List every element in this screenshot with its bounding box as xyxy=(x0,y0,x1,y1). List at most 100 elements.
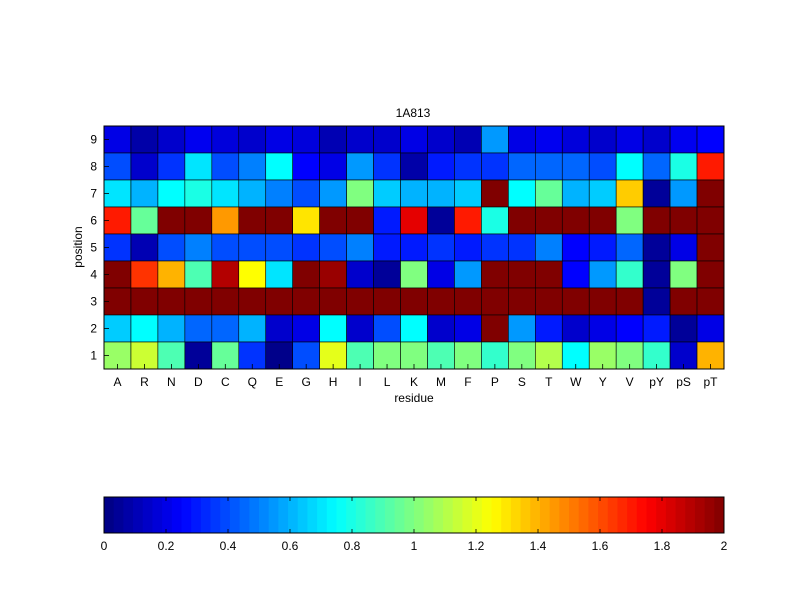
heatmap-cell xyxy=(481,152,509,181)
heatmap-cell xyxy=(265,179,293,208)
heatmap-cell xyxy=(265,125,293,154)
colorbar-step xyxy=(433,497,444,533)
heatmap-cell xyxy=(292,260,320,289)
colorbar-step xyxy=(317,497,328,533)
y-tick-label: 4 xyxy=(90,268,97,282)
heatmap-cell xyxy=(481,314,509,343)
colorbar-tick-label: 0.6 xyxy=(282,539,299,553)
heatmap-cell xyxy=(157,152,186,181)
colorbar-step xyxy=(384,497,396,533)
colorbar-step xyxy=(278,497,289,533)
heatmap-cell xyxy=(238,314,267,343)
colorbar-step xyxy=(665,497,676,533)
heatmap-cell xyxy=(427,152,455,181)
heatmap-cell xyxy=(292,152,320,181)
x-tick-label: N xyxy=(167,375,176,389)
heatmap-cell xyxy=(534,179,563,208)
heatmap-cell xyxy=(588,206,617,235)
heatmap-cell xyxy=(373,314,401,343)
x-tick-label: M xyxy=(436,375,446,389)
heatmap-cell xyxy=(454,206,482,235)
x-tick-label: K xyxy=(410,375,418,389)
heatmap-cell xyxy=(642,179,671,208)
heatmap-cell xyxy=(696,287,725,316)
colorbar-step xyxy=(714,497,725,533)
colorbar-step xyxy=(617,497,628,533)
colorbar-step xyxy=(539,497,551,533)
heatmap-cell xyxy=(454,233,482,262)
heatmap-cell xyxy=(561,152,590,181)
heatmap-cell xyxy=(508,179,536,208)
colorbar-step xyxy=(307,497,318,533)
heatmap-cell xyxy=(319,233,347,262)
colorbar-step xyxy=(259,497,270,533)
heatmap-cell xyxy=(400,287,428,316)
heatmap-cell xyxy=(265,206,293,235)
x-tick-label: T xyxy=(545,375,553,389)
heatmap-cell xyxy=(157,179,186,208)
colorbar-step xyxy=(365,497,376,533)
heatmap-cell xyxy=(534,206,563,235)
colorbar-step xyxy=(646,497,657,533)
colorbar-tick-label: 0.4 xyxy=(220,539,237,553)
heatmap-cell xyxy=(319,152,347,181)
colorbar-step xyxy=(297,497,308,533)
y-tick-label: 6 xyxy=(90,214,97,228)
heatmap-cell xyxy=(373,206,401,235)
heatmap-cell xyxy=(642,152,671,181)
heatmap-cell xyxy=(481,287,509,316)
heatmap-cell xyxy=(211,179,240,208)
heatmap-cell xyxy=(130,233,159,262)
colorbar-step xyxy=(675,497,686,533)
y-tick-label: 1 xyxy=(90,349,97,363)
heatmap-cell xyxy=(534,152,563,181)
x-tick-label: pS xyxy=(676,375,691,389)
colorbar-step xyxy=(656,497,667,533)
colorbar-step xyxy=(578,497,589,533)
colorbar-step xyxy=(549,497,560,533)
heatmap-cell xyxy=(454,125,482,154)
heatmap-cell xyxy=(211,206,240,235)
x-tick-label: W xyxy=(570,375,582,389)
heatmap-cell xyxy=(427,233,455,262)
heatmap-cell xyxy=(184,287,213,316)
heatmap-cell xyxy=(265,287,293,316)
heatmap-cell xyxy=(642,206,671,235)
heatmap-cell xyxy=(346,125,374,154)
heatmap-cell xyxy=(508,125,536,154)
colorbar-step xyxy=(607,497,618,533)
heatmap-cell xyxy=(696,179,725,208)
heatmap-cell xyxy=(157,260,186,289)
heatmap-cell xyxy=(508,152,536,181)
y-tick-label: 3 xyxy=(90,295,97,309)
x-tick-label: L xyxy=(384,375,391,389)
heatmap-cell xyxy=(400,314,428,343)
heatmap-cell xyxy=(211,260,240,289)
colorbar-step xyxy=(472,497,483,533)
heatmap-cell xyxy=(400,152,428,181)
heatmap-cell xyxy=(238,179,267,208)
colorbar-step xyxy=(113,497,124,533)
colorbar-step xyxy=(491,497,502,533)
heatmap-cell xyxy=(400,233,428,262)
heatmap-cell xyxy=(669,287,698,316)
heatmap-cell xyxy=(508,233,536,262)
x-tick-label: H xyxy=(329,375,338,389)
heatmap-cell xyxy=(211,287,240,316)
x-tick-label: R xyxy=(140,375,149,389)
heatmap-cell xyxy=(508,260,536,289)
heatmap-cell xyxy=(373,179,401,208)
heatmap-cell xyxy=(454,179,482,208)
heatmap-cell xyxy=(642,287,671,316)
heatmap-cell xyxy=(292,206,320,235)
heatmap-cell xyxy=(561,179,590,208)
colorbar-tick-label: 1.2 xyxy=(468,539,485,553)
colorbar-tick-label: 0.2 xyxy=(158,539,175,553)
heatmap-cell xyxy=(696,206,725,235)
heatmap-cell xyxy=(615,233,644,262)
heatmap-cell xyxy=(427,179,455,208)
heatmap-cell xyxy=(642,314,671,343)
heatmap-cell xyxy=(265,152,293,181)
heatmap-cell xyxy=(696,233,725,262)
colorbar-tick-labels: 0 0.2 0.4 0.6 0.8 1 1.2 1.4 1.6 1.8 2 xyxy=(101,497,728,553)
